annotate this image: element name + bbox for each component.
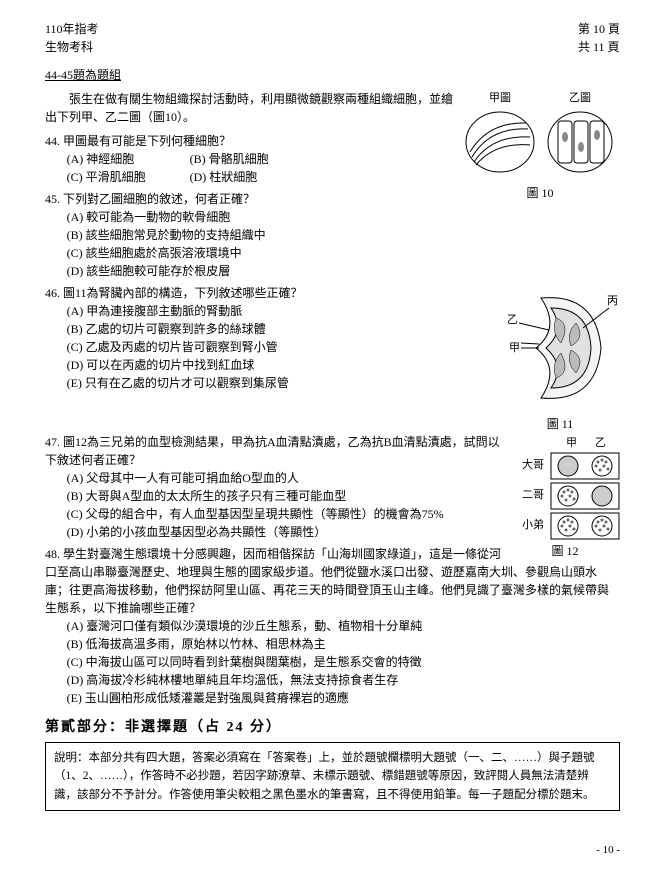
exam-subject: 生物考科 xyxy=(45,38,99,56)
fig12-row3-svg xyxy=(550,512,620,540)
q48-option-e: (E) 玉山圓柏形成低矮灌叢是對強風與貧瘠裸岩的適應 xyxy=(67,689,620,707)
fig11-label-jia: 甲 xyxy=(509,342,520,354)
fig11-caption: 圖 11 xyxy=(500,415,620,433)
fig10-label-a: 甲圖 xyxy=(489,90,511,107)
question-group-title: 44-45題為題組 xyxy=(45,66,620,84)
fig12-row1-svg xyxy=(550,452,620,480)
fig12-row2-label: 二哥 xyxy=(520,487,546,504)
section-2-title: 第貳部分：非選擇題（占 24 分） xyxy=(45,717,620,738)
question-48: 48. 學生對臺灣生態環境十分感興趣，因而相偕探訪「山海圳國家綠道」，這是一條從… xyxy=(45,545,620,707)
fig11-label-bing: 丙 xyxy=(607,295,618,307)
fig12-head-jia: 甲 xyxy=(566,435,577,452)
fig12-caption: 圖 12 xyxy=(510,542,620,560)
question-45: 45. 下列對乙圖細胞的敘述，何者正確？ (A) 較可能為一動物的軟骨細胞 (B… xyxy=(45,190,620,280)
figure-11-svg: 甲 乙 丙 xyxy=(501,288,619,408)
fig12-row1-label: 大哥 xyxy=(520,457,546,474)
fig11-label-yi: 乙 xyxy=(507,313,518,326)
section-2-instruction: 說明：本部分共有四大題，答案必須寫在「答案卷」上，並於題號欄標明大題號（一、二、… xyxy=(45,742,620,811)
figure-10-svg xyxy=(460,107,620,177)
q44-option-b: (B) 骨骼肌細胞 xyxy=(190,150,310,168)
q48-option-d: (D) 高海拔冷杉純林樓地單純且年均溫低，無法支持掠食者生存 xyxy=(67,671,620,689)
total-pages: 共 11 頁 xyxy=(578,38,620,56)
q45-option-a: (A) 較可能為一動物的軟骨細胞 xyxy=(67,208,620,226)
fig12-head-yi: 乙 xyxy=(595,435,606,452)
q45-option-d: (D) 該些細胞較可能存於根皮層 xyxy=(67,262,620,280)
figure-12: 甲 乙 大哥 二哥 小弟 圖 12 xyxy=(510,435,620,560)
page-header: 110年指考 生物考科 第 10 頁 共 11 頁 xyxy=(45,20,620,56)
fig12-row2-svg xyxy=(550,482,620,510)
figure-11: 甲 乙 丙 圖 11 xyxy=(500,288,620,433)
q44-option-c: (C) 平滑肌細胞 xyxy=(67,168,187,186)
exam-year: 110年指考 xyxy=(45,20,99,38)
header-right: 第 10 頁 共 11 頁 xyxy=(578,20,620,56)
page-indicator: 第 10 頁 xyxy=(578,20,620,38)
q45-option-c: (C) 該些細胞處於高張溶液環境中 xyxy=(67,244,620,262)
page-number: - 10 - xyxy=(596,842,620,859)
q48-option-a: (A) 臺灣河口僅有類似沙漠環境的沙丘生態系，動、植物相十分單純 xyxy=(67,617,620,635)
q44-option-a: (A) 神經細胞 xyxy=(67,150,187,168)
header-left: 110年指考 生物考科 xyxy=(45,20,99,56)
fig10-caption: 圖 10 xyxy=(460,184,620,202)
figure-10: 甲圖 乙圖 圖 10 xyxy=(460,90,620,202)
q45-option-b: (B) 該些細胞常見於動物的支持組織中 xyxy=(67,226,620,244)
fig10-label-b: 乙圖 xyxy=(569,90,591,107)
q48-option-b: (B) 低海拔高溫多雨，原始林以竹林、相思林為主 xyxy=(67,635,620,653)
fig12-row3-label: 小弟 xyxy=(520,517,546,534)
q44-option-d: (D) 柱狀細胞 xyxy=(190,168,310,186)
q48-option-c: (C) 中海拔山區可以同時看到針葉樹與闊葉樹，是生態系交會的特徵 xyxy=(67,653,620,671)
